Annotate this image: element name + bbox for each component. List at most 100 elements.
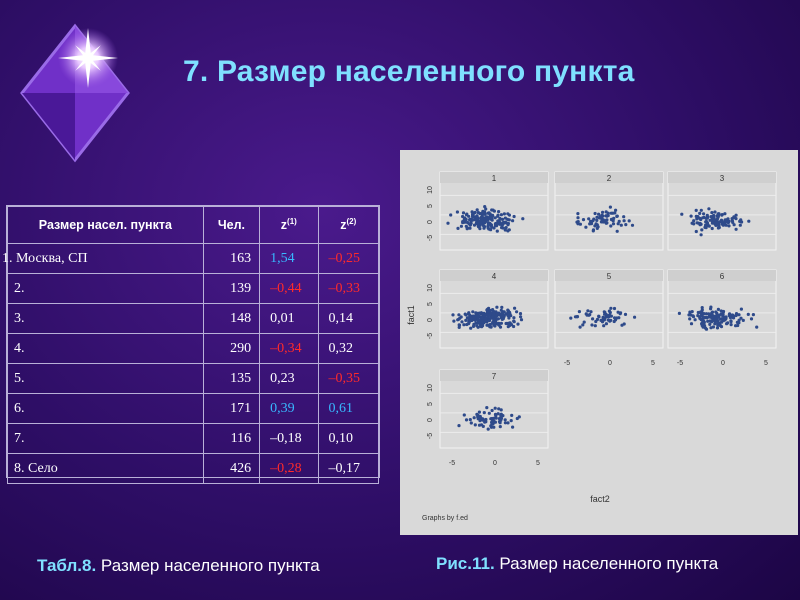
data-point — [619, 311, 623, 315]
data-point — [692, 219, 696, 223]
table-row: 6. 171 0,39 0,61 — [7, 393, 379, 424]
row-z1: –0,28 — [259, 453, 319, 484]
data-point — [617, 316, 621, 320]
data-point — [718, 220, 722, 224]
data-point — [503, 418, 507, 422]
row-z2: 0,14 — [317, 303, 379, 334]
data-point — [716, 307, 720, 311]
data-point — [593, 211, 597, 216]
data-point — [603, 219, 607, 223]
data-point — [449, 213, 453, 217]
data-point — [512, 214, 516, 219]
table-caption-text: Размер населенного пункта — [96, 556, 320, 575]
data-point — [451, 313, 455, 317]
data-point — [694, 208, 698, 212]
row-z2: 0,61 — [317, 393, 379, 424]
data-point — [515, 310, 519, 314]
x-axis-label: fact2 — [590, 494, 610, 504]
data-point — [485, 308, 489, 312]
data-point — [604, 221, 608, 225]
data-point — [609, 224, 613, 228]
data-point — [708, 319, 712, 323]
data-point — [741, 318, 745, 322]
data-point — [708, 322, 712, 326]
data-point — [489, 325, 493, 329]
row-z2: –0,35 — [317, 363, 379, 394]
data-point — [687, 313, 691, 317]
data-point — [457, 317, 461, 321]
data-point — [701, 216, 705, 220]
data-point — [497, 407, 501, 411]
data-point — [592, 217, 596, 221]
row-count: 135 — [202, 363, 261, 394]
row-name: 3. — [7, 303, 204, 334]
data-point — [499, 408, 503, 412]
data-point — [611, 222, 616, 226]
panel-header — [440, 370, 548, 381]
y-tick-label: -5 — [427, 433, 434, 439]
data-point — [689, 214, 693, 218]
data-point — [611, 211, 615, 215]
data-point — [464, 313, 468, 317]
table-row: 8. Село 426 –0,28 –0,17 — [7, 453, 379, 484]
data-point — [472, 316, 476, 320]
panel-header — [668, 270, 776, 281]
data-point — [477, 320, 481, 324]
data-point — [597, 212, 601, 216]
y-axis-label: fact1 — [406, 305, 416, 325]
data-point — [472, 223, 477, 227]
data-point — [715, 223, 720, 227]
data-point — [698, 222, 702, 226]
data-point — [617, 219, 621, 223]
data-point — [700, 308, 704, 312]
data-point — [707, 312, 711, 316]
data-point — [503, 421, 507, 425]
data-point — [578, 325, 582, 329]
data-point — [699, 311, 703, 315]
data-point — [587, 217, 591, 221]
row-count: 139 — [202, 273, 261, 304]
table-row: 4. 290 –0,34 0,32 — [7, 333, 379, 364]
data-point — [487, 411, 491, 415]
data-point — [698, 211, 702, 215]
data-point — [498, 216, 502, 221]
data-point — [496, 412, 500, 416]
data-point — [500, 217, 505, 221]
data-point — [589, 310, 593, 314]
row-z1: 0,39 — [259, 393, 319, 424]
data-point — [711, 217, 716, 221]
panel-header — [555, 270, 663, 281]
data-point — [710, 211, 714, 215]
data-point — [446, 221, 450, 225]
data-point — [479, 215, 483, 219]
data-point — [468, 418, 472, 422]
data-point — [609, 306, 613, 310]
data-point — [717, 321, 721, 325]
data-point — [497, 323, 501, 327]
data-point — [468, 226, 472, 230]
data-point — [698, 315, 702, 319]
data-point — [738, 223, 742, 227]
table-row: 2. 139 –0,44 –0,33 — [7, 273, 379, 304]
data-point — [709, 305, 713, 309]
data-point — [691, 314, 695, 318]
data-point — [473, 210, 477, 215]
data-point — [715, 318, 719, 322]
data-point — [457, 313, 461, 317]
row-name: 7. — [7, 423, 204, 454]
data-point — [503, 228, 507, 232]
data-point — [502, 212, 506, 216]
data-point — [471, 213, 475, 217]
row-z1: –0,34 — [259, 333, 319, 364]
data-point — [482, 220, 486, 224]
data-point — [512, 319, 516, 323]
data-point — [702, 212, 706, 216]
data-point — [706, 222, 710, 226]
data-point — [486, 222, 490, 226]
data-point — [727, 219, 731, 223]
data-point — [472, 322, 476, 326]
data-point — [471, 310, 475, 314]
data-point — [476, 211, 480, 215]
data-point — [596, 225, 600, 229]
data-point — [730, 219, 734, 223]
